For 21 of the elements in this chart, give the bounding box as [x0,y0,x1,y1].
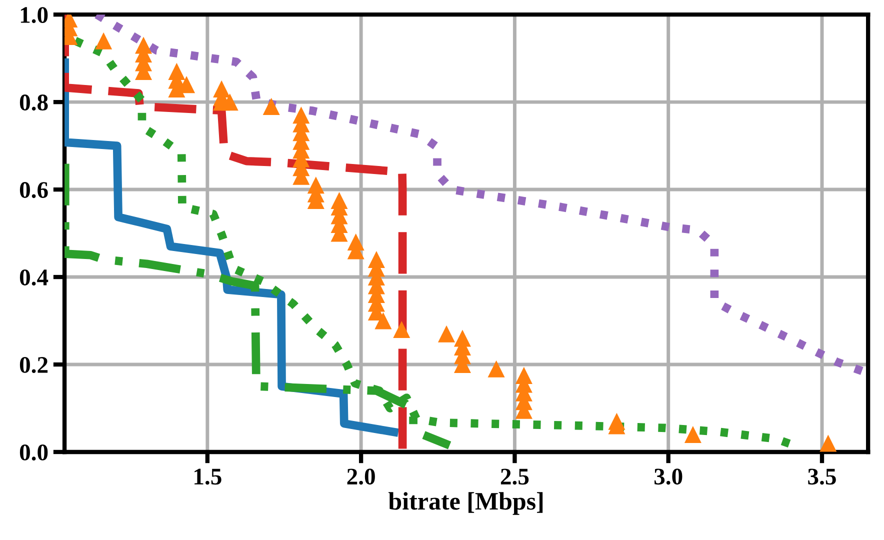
point [221,94,238,111]
y-tick-label: 0.8 [20,94,48,111]
y-tick-label: 0.0 [20,444,48,461]
point [95,32,112,50]
y-tick-label: 0.4 [20,270,48,286]
y-tick-label: 1.0 [20,7,48,24]
x-tick-label: 3.0 [654,468,682,485]
point [438,325,455,342]
point [393,321,410,338]
x-tick-label: 2.0 [347,468,375,485]
x-axis-title: bitrate [Mbps] [388,492,543,515]
point [262,98,280,115]
x-tick-label: 2.5 [500,468,529,485]
point [374,312,392,330]
x-tick-label: 3.5 [808,468,836,485]
y-tick-label: 0.2 [20,356,48,374]
x-tick-label: 1.5 [194,468,222,485]
y-tick-label: 0.6 [20,182,48,198]
point [684,426,702,443]
point [488,360,505,378]
point [820,434,837,452]
